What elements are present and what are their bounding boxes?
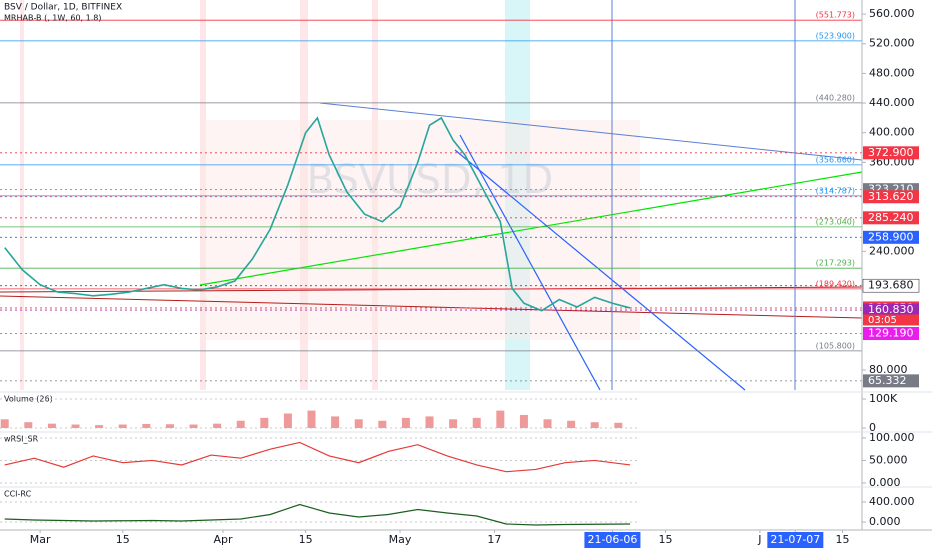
- y-tick-label: 80.000: [869, 363, 908, 376]
- volume-bar: [0, 419, 9, 428]
- price-label-box: [863, 190, 919, 204]
- fib-label: (523.900): [816, 31, 855, 40]
- volume-bar: [71, 424, 80, 428]
- countdown-box: [863, 314, 919, 326]
- price-label: 193.680: [868, 279, 914, 292]
- volume-bar: [260, 417, 269, 428]
- fib-label: (440.280): [816, 93, 855, 102]
- x-tick-label: Mar: [30, 533, 51, 546]
- volume-bar: [378, 420, 387, 428]
- volume-bar: [331, 416, 340, 428]
- y-tick-label: 240.000: [869, 244, 915, 257]
- volume-bar: [95, 425, 104, 428]
- volume-bar: [24, 422, 33, 428]
- x-label-box: [584, 532, 641, 548]
- x-tick-label: 21-06-06: [587, 533, 637, 546]
- series-line: [4, 503, 631, 526]
- x-tick-label: 17: [487, 533, 501, 546]
- volume-bar: [519, 414, 528, 428]
- volume-bar: [567, 420, 576, 428]
- price-label: 160.830: [868, 303, 914, 316]
- volume-bar: [543, 419, 552, 428]
- x-tick-label: 15: [659, 533, 673, 546]
- trend-line: [199, 171, 863, 286]
- x-tick-label: 15: [116, 533, 130, 546]
- y-tick-label: 400.000: [869, 495, 915, 508]
- price-label: 65.332: [868, 374, 907, 387]
- volume-bar: [449, 419, 458, 428]
- x-tick-label: 15: [299, 533, 313, 546]
- volume-bar: [401, 417, 410, 428]
- y-tick-label: 480.000: [869, 66, 915, 79]
- indicator-label: MRHAB-B (, 1W, 60, 1.8): [4, 14, 101, 23]
- x-tick-label: 15: [836, 533, 850, 546]
- volume-bar: [354, 419, 363, 428]
- volume-bar: [425, 416, 434, 428]
- countdown: 03:05: [868, 315, 897, 326]
- x-tick-label: May: [389, 533, 412, 546]
- price-label-box: [863, 327, 919, 341]
- price-label: 129.190: [868, 327, 914, 340]
- price-label: 285.240: [868, 211, 914, 224]
- price-label-box: [863, 374, 919, 388]
- y-tick-label: 0.000: [869, 515, 901, 528]
- series-line: [4, 116, 631, 312]
- volume-bar: [472, 417, 481, 428]
- price-label-box: [863, 146, 919, 160]
- volume-bar: [47, 423, 56, 428]
- fib-label: (105.800): [816, 341, 855, 350]
- pane-title: wRSI_SR: [4, 435, 39, 444]
- fib-label: (273.040): [816, 217, 855, 226]
- fib-label: (217.293): [816, 259, 855, 268]
- pane-title: Volume (26): [4, 395, 53, 404]
- price-label: 372.900: [868, 146, 914, 159]
- fib-label: (356.660): [816, 155, 855, 164]
- volume-bar: [189, 424, 198, 428]
- y-tick-label: 440.000: [869, 96, 915, 109]
- x-tick-label: J: [757, 533, 761, 546]
- fib-label: (189.420): [816, 279, 855, 288]
- trend-lines: [0, 0, 863, 391]
- trend-line: [0, 295, 863, 319]
- shade: [20, 0, 24, 390]
- y-tick-label: 50.000: [869, 453, 908, 466]
- volume-bar: [614, 422, 623, 428]
- volume-bar: [590, 422, 599, 428]
- price-label-box: [862, 278, 920, 293]
- y-tick-label: 100K: [869, 392, 898, 405]
- chart-title: BSV / Dollar, 1D, BITFINEX: [4, 3, 122, 13]
- volume-bar: [283, 413, 292, 428]
- price-label-box: [863, 230, 919, 244]
- price-axis: [862, 0, 932, 530]
- trend-line: [0, 286, 863, 293]
- volume-bar: [118, 424, 127, 428]
- y-tick-label: 0: [869, 421, 876, 434]
- price-label: 313.620: [868, 190, 914, 203]
- price-label: 258.900: [868, 230, 914, 243]
- pane-title: CCI-RC: [4, 490, 32, 499]
- volume-bar: [307, 410, 316, 428]
- trend-line: [454, 149, 746, 391]
- price-label-box: [863, 211, 919, 225]
- series-line: [4, 441, 631, 473]
- y-tick-label: 560.000: [869, 7, 915, 20]
- volume-bar: [496, 410, 505, 428]
- y-tick-label: 100.000: [869, 431, 915, 444]
- trend-line: [459, 134, 601, 391]
- fib-label: (314.787): [816, 186, 855, 195]
- y-tick-label: 400.000: [869, 126, 915, 139]
- volume-bar: [213, 423, 222, 428]
- price-label-box: [863, 303, 919, 317]
- y-tick-label: 0.000: [869, 476, 901, 489]
- volume-bar: [236, 420, 245, 428]
- volume-bar: [165, 424, 174, 428]
- trend-line: [319, 102, 863, 161]
- y-tick-label: 520.000: [869, 37, 915, 50]
- x-label-box: [767, 532, 824, 548]
- fib-label: (551.773): [816, 11, 855, 20]
- volume-bar: [142, 423, 151, 428]
- x-tick-label: 21-07-07: [770, 533, 820, 546]
- x-tick-label: Apr: [214, 533, 234, 546]
